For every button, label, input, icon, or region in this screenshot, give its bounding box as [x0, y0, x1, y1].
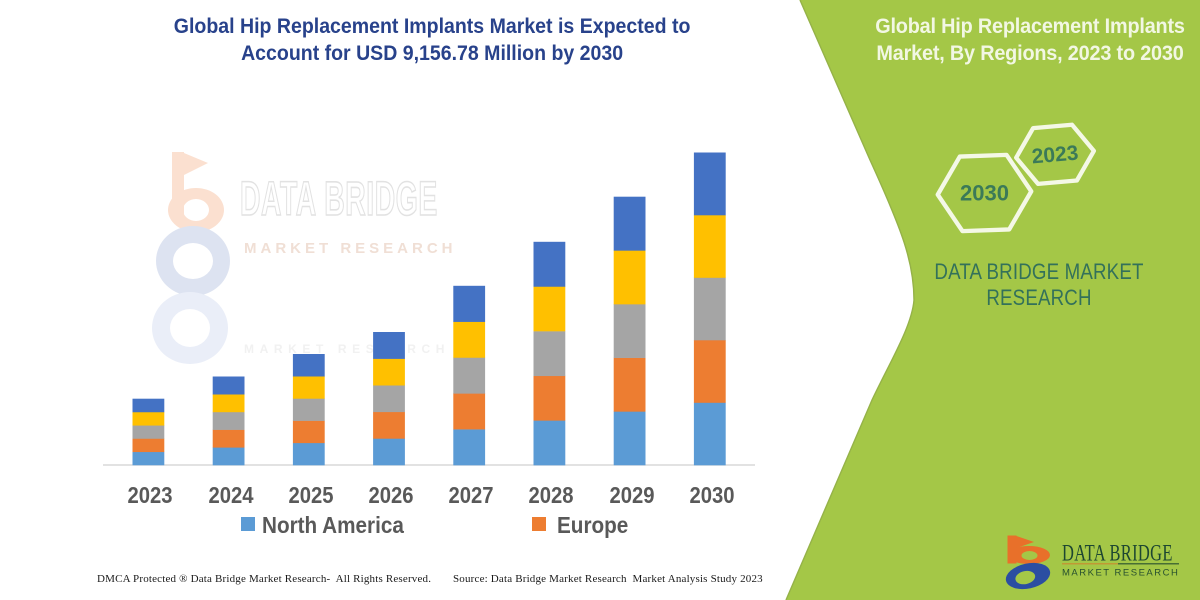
svg-text:2023: 2023 [1031, 142, 1080, 169]
svg-text:DATA BRIDGE: DATA BRIDGE [1062, 541, 1173, 566]
svg-text:MARKET RESEARCH: MARKET RESEARCH [1062, 568, 1179, 579]
svg-text:2030: 2030 [960, 181, 1009, 206]
